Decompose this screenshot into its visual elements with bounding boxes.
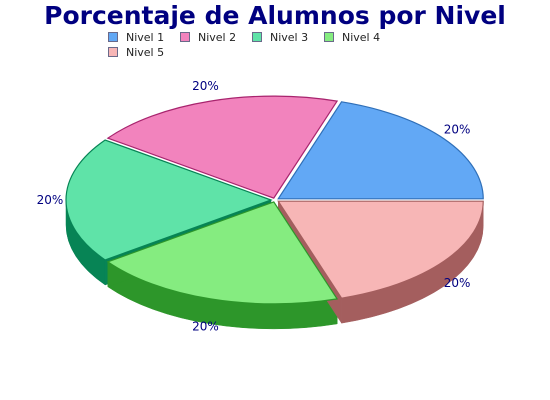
chart-title: Porcentaje de Alumnos por Nivel — [44, 1, 506, 30]
legend-item: Nivel 4 — [324, 30, 380, 44]
legend-swatch — [252, 32, 262, 42]
pie-slice — [65, 139, 273, 261]
legend-item: Nivel 5 — [108, 45, 164, 59]
data-label: 20% — [444, 122, 471, 136]
legend-label: Nivel 4 — [342, 30, 381, 44]
pie-tops — [65, 95, 484, 305]
legend-swatch — [108, 47, 118, 57]
legend-swatch — [324, 32, 334, 42]
legend-label: Nivel 5 — [126, 45, 165, 59]
data-label: 20% — [192, 320, 219, 334]
pie-slice — [106, 95, 339, 199]
legend-label: Nivel 2 — [198, 30, 237, 44]
legend-label: Nivel 1 — [126, 30, 165, 44]
legend-label: Nivel 3 — [270, 30, 309, 44]
data-labels: 20% 20% 20% 20% 20% — [37, 79, 471, 334]
data-label: 20% — [192, 79, 219, 93]
data-label: 20% — [444, 276, 471, 290]
legend-item: Nivel 3 — [252, 30, 308, 44]
pie-slice — [106, 201, 339, 305]
legend-swatch — [180, 32, 190, 42]
data-label: 20% — [37, 193, 64, 207]
legend-item: Nivel 1 — [108, 30, 164, 44]
pie-slice — [277, 200, 484, 299]
pie-slice — [277, 101, 484, 200]
legend: Nivel 1 Nivel 2 Nivel 3 Nivel 4 Nivel 5 — [108, 30, 408, 60]
legend-swatch — [108, 32, 118, 42]
legend-item: Nivel 2 — [180, 30, 236, 44]
